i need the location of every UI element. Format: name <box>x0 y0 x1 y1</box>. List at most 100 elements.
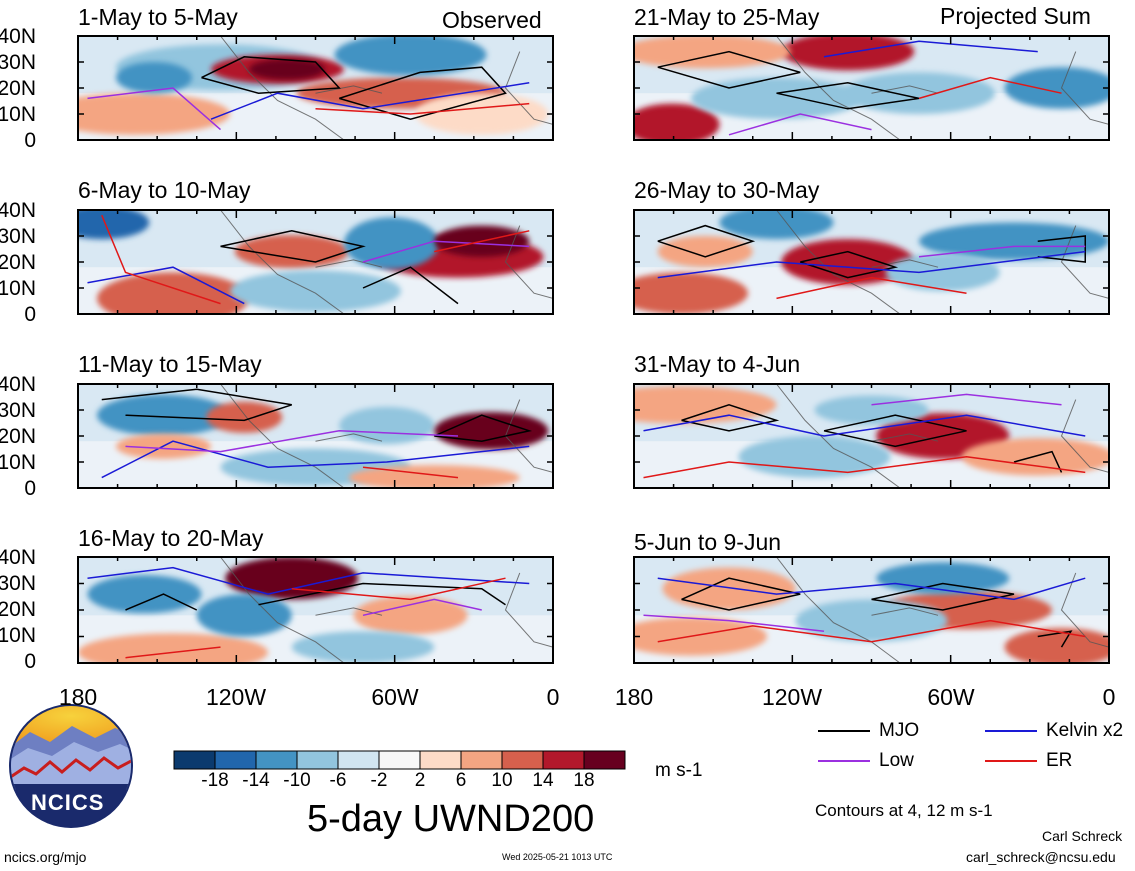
contour-line <box>125 430 459 453</box>
panel-title-1: 1-May to 5-May <box>78 4 238 30</box>
lat-label-20n-p1: 20N <box>0 77 36 100</box>
anomaly-patch <box>249 58 325 80</box>
anomaly-patch <box>434 412 549 450</box>
contour-line <box>918 76 1062 100</box>
map-panel-1 <box>77 35 554 141</box>
anomaly-patch <box>97 394 230 437</box>
anomaly-patch <box>814 395 929 425</box>
contour-line <box>220 230 366 263</box>
panel-title-8: 5-Jun to 9-Jun <box>634 529 782 555</box>
anomaly-patch <box>634 103 720 140</box>
map-panel-7 <box>633 383 1110 489</box>
lon-label-0-left: 0 <box>546 684 560 710</box>
anomaly-patch <box>78 633 268 663</box>
contour-line <box>101 214 221 305</box>
contour-line <box>657 224 756 258</box>
contour-line <box>643 614 825 632</box>
contour-line <box>800 250 899 279</box>
anomaly-patch <box>334 36 487 76</box>
anomaly-patch <box>196 594 292 637</box>
contour-line <box>362 266 459 305</box>
anomaly-patch <box>225 557 359 600</box>
lat-label-0-p4: 0 <box>24 650 36 673</box>
colorbar-swatch <box>214 750 257 770</box>
colorbar-swatch <box>419 750 462 770</box>
lat-label-40n-p4: 40N <box>0 546 36 569</box>
contour-line <box>362 598 482 617</box>
colorbar-swatch <box>337 750 380 770</box>
colorbar-label: -6 <box>329 770 347 791</box>
lat-label-20n-p2: 20N <box>0 251 36 274</box>
anomaly-patch <box>339 406 435 445</box>
lat-label-30n-p1: 30N <box>0 51 36 74</box>
map-panel-6 <box>633 209 1110 315</box>
contour-line <box>871 582 1015 611</box>
anomaly-patch <box>634 272 748 314</box>
panel-title-4: 16-May to 20-May <box>78 525 264 551</box>
lat-label-0-p1: 0 <box>24 129 36 152</box>
panel-title-7: 31-May to 4-Jun <box>634 351 801 377</box>
lat-label-10n-p3: 10N <box>0 451 36 474</box>
anomaly-patch <box>116 62 192 94</box>
colorbar-label: -18 <box>201 770 229 791</box>
contour-line <box>823 40 1038 58</box>
anomaly-patch <box>657 236 753 268</box>
lon-label-0-right: 0 <box>1102 684 1116 710</box>
anomaly-patch <box>78 210 150 240</box>
anomaly-patch <box>634 36 791 69</box>
lat-label-30n-p2: 30N <box>0 225 36 248</box>
colorbar-label: 14 <box>532 770 554 791</box>
anomaly-patch <box>634 617 767 656</box>
contour-line <box>434 230 530 253</box>
logo-text: NCICS <box>31 790 105 815</box>
anomaly-patch <box>662 567 796 610</box>
anomaly-patch <box>719 210 834 240</box>
anomaly-patch <box>415 93 549 135</box>
anomaly-patch <box>781 239 915 285</box>
anomaly-patch <box>206 401 283 433</box>
colorbar-label: 18 <box>573 770 595 791</box>
lat-label-30n-p3: 30N <box>0 399 36 422</box>
colorbar-swatch <box>460 750 503 770</box>
contour-line <box>87 87 221 131</box>
legend <box>818 730 1037 762</box>
contour-line <box>1013 450 1063 473</box>
lon-label-180-right: 180 <box>614 684 654 710</box>
contour-line <box>291 577 506 601</box>
footer-email: carl_schreck@ncsu.edu <box>966 849 1116 865</box>
colorbar-swatch <box>583 750 626 770</box>
contour-line <box>643 456 1086 479</box>
map-panel-5 <box>633 35 1110 141</box>
anomaly-patch <box>87 575 202 614</box>
lat-label-20n-p4: 20N <box>0 598 36 621</box>
contour-line <box>643 414 1086 437</box>
contour-line <box>728 113 872 136</box>
anomaly-patch <box>291 631 435 663</box>
legend-label-low: Low <box>879 750 914 771</box>
anomaly-patch <box>919 222 1109 260</box>
anomaly-patch <box>691 77 862 120</box>
map-panel-4 <box>77 556 554 664</box>
contour-line <box>125 646 221 659</box>
anomaly-patch <box>738 436 891 478</box>
contour-line <box>657 577 1086 601</box>
map-panel-8 <box>633 556 1110 664</box>
panel-title-6: 26-May to 30-May <box>634 177 820 203</box>
colorbar-label: 2 <box>414 770 426 791</box>
contour-line <box>101 388 292 422</box>
footer-timestamp: Wed 2025-05-21 1013 UTC <box>502 852 613 862</box>
contour-line <box>1037 235 1086 263</box>
lat-label-10n-p1: 10N <box>0 103 36 126</box>
anomaly-patch <box>97 272 249 314</box>
ncics-logo <box>9 704 133 828</box>
colorbar-swatch <box>378 750 421 770</box>
anomaly-patch <box>344 217 439 270</box>
anomaly-patch <box>961 438 1109 476</box>
contour-line <box>871 393 1062 406</box>
contour-line <box>87 266 245 305</box>
anomaly-patch <box>885 253 1000 292</box>
colorbar-label: -14 <box>242 770 270 791</box>
anomaly-patch <box>843 72 995 114</box>
projected-sum-label: Projected Sum <box>940 3 1091 29</box>
lon-label-120w-left: 120W <box>205 684 267 710</box>
